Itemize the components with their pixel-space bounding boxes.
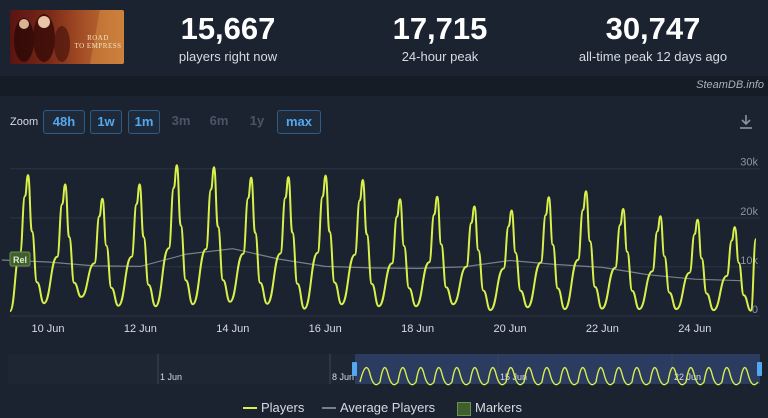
navigator-tick-label: 1 Jun xyxy=(160,372,182,382)
game-art-figures xyxy=(14,10,124,64)
y-tick-label: 10k xyxy=(740,255,758,267)
x-tick-label: 18 Jun xyxy=(401,323,434,335)
stat-value: 30,747 xyxy=(605,11,701,46)
y-tick-label: 0 xyxy=(752,304,758,316)
zoom-max-button[interactable]: max xyxy=(277,110,321,134)
watermark-bar: SteamDB.info xyxy=(0,76,768,96)
navigator-tick-label: 8 Jun xyxy=(332,372,354,382)
x-tick-label: 14 Jun xyxy=(216,323,249,335)
x-tick-label: 22 Jun xyxy=(586,323,619,335)
average-legend-swatch xyxy=(322,407,336,409)
player-count-chart[interactable]: 30k 20k 10k 0 10 Jun 12 Jun 14 Jun 16 Jun 18 Jun… xyxy=(0,146,768,336)
stat-all-time-peak: 30,747 all-time peak 12 days ago xyxy=(553,12,753,65)
legend-players[interactable]: Players xyxy=(261,400,305,415)
stat-24h-peak: 17,715 24-hour peak xyxy=(340,12,540,65)
game-thumbnail[interactable]: ROAD TO EMPRESS xyxy=(10,10,124,64)
chart-panel: Zoom 48h 1w 1m 3m 6m 1y max 30k 20k 10k 0 10… xyxy=(0,96,768,418)
zoom-label: Zoom xyxy=(10,116,39,128)
range-navigator[interactable]: 1 Jun 8 Jun 15 Jun 22 Jun xyxy=(0,352,768,388)
zoom-6m-button[interactable]: 6m xyxy=(209,113,229,128)
zoom-1y-button[interactable]: 1y xyxy=(249,113,265,128)
legend-average-players[interactable]: Average Players xyxy=(340,400,436,415)
navigator-players-line xyxy=(359,366,759,386)
game-logo-text: ROAD TO EMPRESS xyxy=(74,34,122,50)
players-legend-swatch xyxy=(243,407,257,409)
markers-legend-swatch xyxy=(457,402,471,416)
steamdb-watermark[interactable]: SteamDB.info xyxy=(696,79,764,91)
stat-label: players right now xyxy=(178,49,278,64)
stat-label: all-time peak 12 days ago xyxy=(578,49,728,64)
zoom-3m-button[interactable]: 3m xyxy=(171,113,191,128)
release-marker-label: Rel xyxy=(13,255,27,265)
stat-label: 24-hour peak xyxy=(401,49,479,64)
navigator-right-handle xyxy=(757,362,762,376)
release-marker-flag xyxy=(9,251,31,267)
x-tick-label: 10 Jun xyxy=(31,323,64,335)
zoom-1w-button[interactable]: 1w xyxy=(90,110,122,134)
average-players-line xyxy=(1,248,742,282)
chart-legend: Players Average Players Markers xyxy=(0,400,768,416)
legend-markers[interactable]: Markers xyxy=(475,400,522,415)
zoom-1m-button[interactable]: 1m xyxy=(128,110,160,134)
stat-value: 17,715 xyxy=(392,11,488,46)
release-marker: Rel xyxy=(9,251,31,267)
download-icon[interactable] xyxy=(738,114,754,130)
zoom-controls: Zoom 48h 1w 1m 3m 6m 1y max xyxy=(0,110,768,134)
y-tick-label: 20k xyxy=(740,206,758,218)
zoom-48h-button[interactable]: 48h xyxy=(43,110,85,134)
y-tick-label: 30k xyxy=(740,157,758,169)
stat-players-now: 15,667 players right now xyxy=(128,12,328,65)
navigator-left-handle xyxy=(352,362,357,376)
x-tick-label: 12 Jun xyxy=(124,323,157,335)
stats-header: ROAD TO EMPRESS 15,667 players right now… xyxy=(0,0,768,76)
x-tick-label: 24 Jun xyxy=(678,323,711,335)
players-line xyxy=(9,164,757,313)
x-tick-label: 16 Jun xyxy=(309,323,342,335)
navigator-tick-label: 15 Jun xyxy=(500,372,527,382)
stat-value: 15,667 xyxy=(180,11,276,46)
x-tick-label: 20 Jun xyxy=(493,323,526,335)
